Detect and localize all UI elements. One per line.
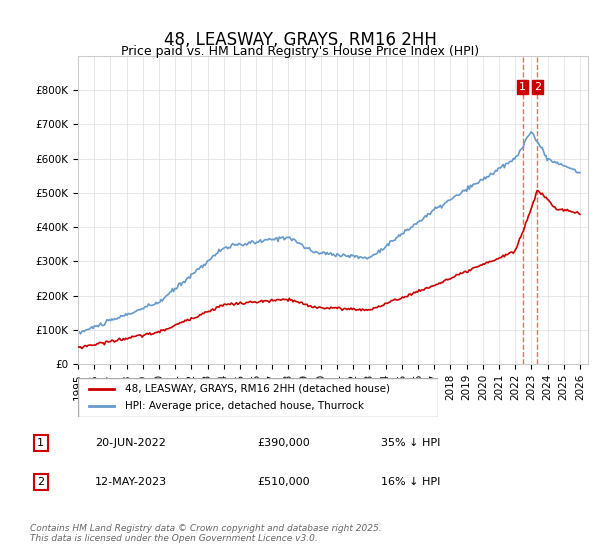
Text: 48, LEASWAY, GRAYS, RM16 2HH: 48, LEASWAY, GRAYS, RM16 2HH (164, 31, 436, 49)
Text: 1: 1 (519, 82, 526, 92)
Text: Contains HM Land Registry data © Crown copyright and database right 2025.
This d: Contains HM Land Registry data © Crown c… (30, 524, 382, 543)
Text: 16% ↓ HPI: 16% ↓ HPI (381, 477, 440, 487)
Text: 2: 2 (37, 477, 44, 487)
FancyBboxPatch shape (78, 378, 438, 417)
Text: 20-JUN-2022: 20-JUN-2022 (95, 438, 166, 448)
Text: 48, LEASWAY, GRAYS, RM16 2HH (detached house): 48, LEASWAY, GRAYS, RM16 2HH (detached h… (125, 384, 390, 394)
Text: 35% ↓ HPI: 35% ↓ HPI (381, 438, 440, 448)
Text: £510,000: £510,000 (257, 477, 310, 487)
Text: £390,000: £390,000 (257, 438, 310, 448)
Text: 1: 1 (37, 438, 44, 448)
Text: 2: 2 (534, 82, 541, 92)
Text: 12-MAY-2023: 12-MAY-2023 (95, 477, 167, 487)
Text: Price paid vs. HM Land Registry's House Price Index (HPI): Price paid vs. HM Land Registry's House … (121, 45, 479, 58)
Text: HPI: Average price, detached house, Thurrock: HPI: Average price, detached house, Thur… (125, 401, 364, 411)
